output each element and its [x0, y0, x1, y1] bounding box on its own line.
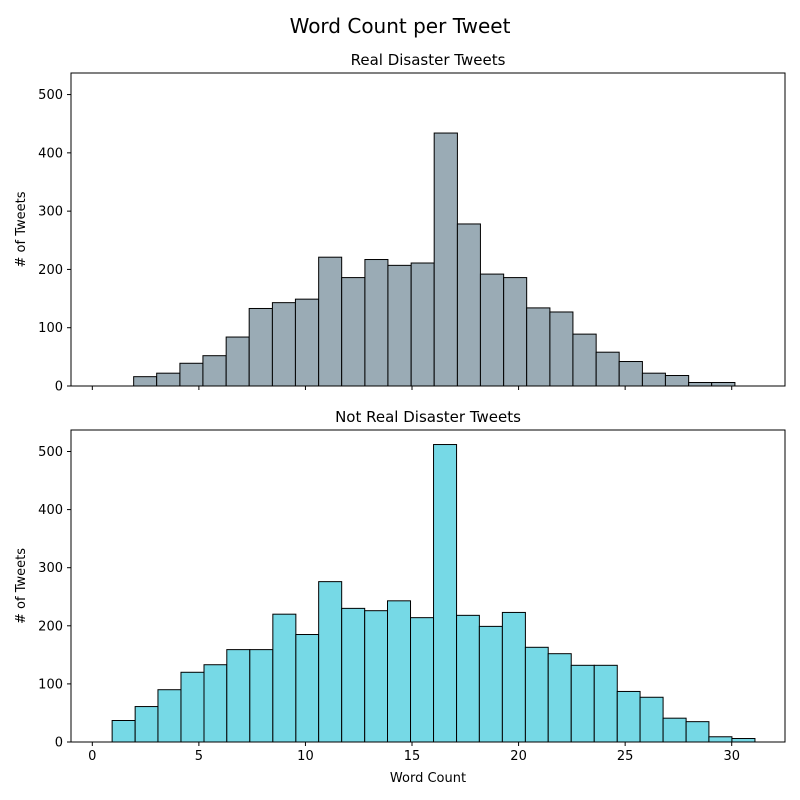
- chart-panel-1: Real Disaster Tweets 0 100 200 300 400 500 # of…: [14, 51, 786, 395]
- histogram-bar: [410, 262, 435, 387]
- x-tick-label: 20: [510, 749, 527, 764]
- figure-title: Word Count per Tweet: [290, 14, 511, 38]
- x-tick-label: 5: [195, 749, 203, 764]
- histogram-bar: [549, 311, 574, 387]
- histogram-bar: [662, 717, 687, 743]
- histogram-bar: [433, 132, 458, 387]
- histogram-bar: [341, 607, 366, 743]
- histogram-bar: [593, 664, 618, 743]
- histogram-bar: [595, 351, 620, 387]
- histogram-bar: [618, 361, 643, 387]
- histogram-bar: [456, 614, 480, 743]
- histogram-bar: [272, 613, 297, 743]
- histogram-bar: [179, 362, 204, 387]
- histogram-bar: [202, 355, 227, 387]
- chart-panel-2: Not Real Disaster Tweets0100200300400500…: [14, 408, 786, 786]
- histogram-bar: [133, 376, 158, 387]
- histogram-bar: [318, 256, 343, 387]
- axes-frame: [70, 72, 786, 387]
- histogram-bar: [685, 721, 710, 743]
- histogram-bar: [294, 298, 320, 387]
- histogram-bar: [226, 649, 251, 743]
- histogram-bar: [479, 273, 505, 387]
- histogram-bar: [524, 646, 549, 743]
- histogram-bar: [249, 649, 274, 743]
- x-tick-label: 15: [404, 749, 421, 764]
- histogram-bar: [456, 223, 481, 387]
- histogram-bar: [134, 706, 159, 743]
- x-tick-label: 30: [723, 749, 740, 764]
- y-tick-label: 0: [55, 380, 63, 395]
- histogram-bar: [501, 611, 526, 743]
- y-tick-label: 300: [38, 205, 63, 220]
- y-tick-label: 0: [55, 736, 63, 751]
- histogram-bar: [478, 625, 503, 743]
- histogram-bar: [547, 653, 572, 743]
- histogram-bar: [711, 382, 736, 387]
- y-tick-label: 400: [38, 503, 63, 518]
- histogram-bar: [111, 720, 136, 743]
- x-tick-label: 10: [297, 749, 314, 764]
- y-tick-label: 100: [38, 321, 63, 336]
- y-tick-label: 100: [38, 677, 63, 692]
- histogram-bar: [639, 696, 664, 743]
- histogram-bar: [225, 336, 250, 387]
- subplot-title: Not Real Disaster Tweets: [335, 408, 521, 426]
- histogram-bar: [318, 581, 343, 743]
- histogram-bar: [572, 333, 597, 387]
- histogram-bar: [433, 444, 458, 743]
- histogram-bar: [364, 610, 389, 743]
- histogram-bar: [295, 634, 320, 743]
- histogram-bar: [688, 382, 713, 387]
- histogram-bar: [157, 689, 182, 743]
- x-tick-label: 25: [617, 749, 634, 764]
- y-tick-label: 500: [38, 88, 63, 103]
- histogram-bar: [616, 690, 641, 743]
- subplot-title: Real Disaster Tweets: [351, 51, 506, 69]
- histogram-bar: [387, 264, 412, 387]
- histogram-bar: [180, 671, 205, 743]
- y-axis-label: # of Tweets: [14, 191, 29, 267]
- histogram-bar: [387, 600, 412, 743]
- histogram-bar: [156, 372, 181, 387]
- histogram-bar: [503, 277, 528, 387]
- histogram-bar: [731, 738, 756, 743]
- histogram-bar: [248, 307, 273, 387]
- x-tick-label: 0: [88, 749, 96, 764]
- histogram-bar: [364, 259, 389, 387]
- histogram-bar: [708, 736, 733, 743]
- x-axis-label: Word Count: [390, 771, 466, 786]
- histogram-bar: [570, 664, 595, 743]
- histogram-bar: [271, 302, 296, 387]
- axes-frame: [70, 429, 786, 743]
- histogram-bar: [641, 372, 666, 387]
- y-tick-label: 300: [38, 561, 63, 576]
- y-tick-label: 200: [38, 619, 63, 634]
- y-tick-label: 200: [38, 263, 63, 278]
- histogram-bar: [664, 375, 690, 387]
- y-tick-label: 500: [38, 445, 63, 460]
- histogram-bar: [526, 307, 551, 387]
- histogram-bar: [410, 617, 435, 743]
- y-axis-label: # of Tweets: [14, 548, 29, 624]
- y-tick-label: 400: [38, 146, 63, 161]
- histogram-bar: [203, 664, 228, 743]
- histogram-bar: [341, 277, 366, 387]
